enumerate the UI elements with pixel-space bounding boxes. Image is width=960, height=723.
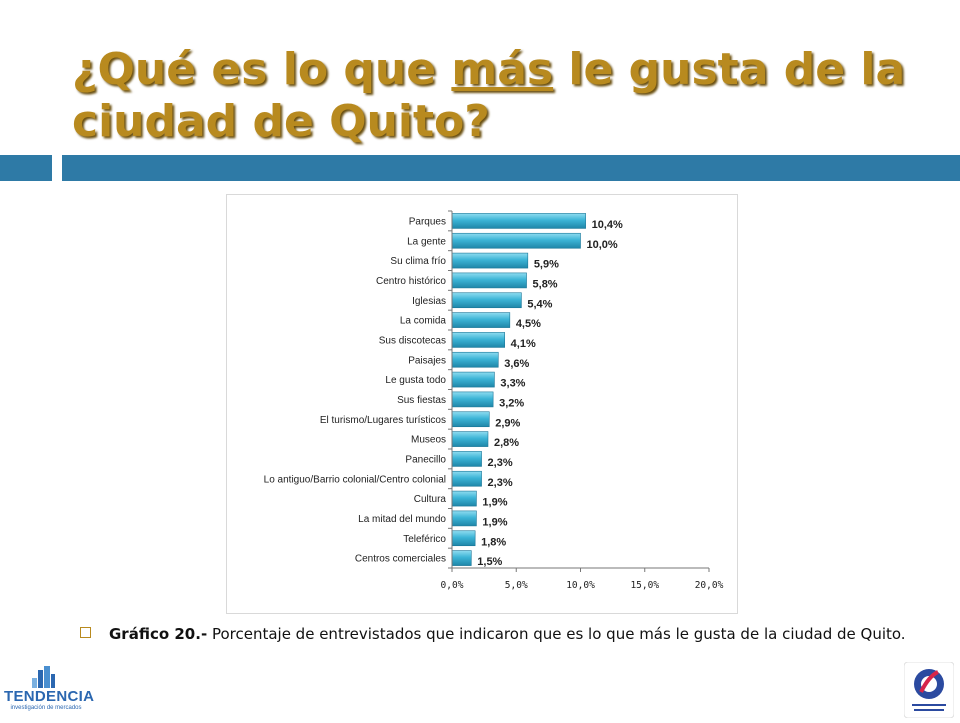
data-label: 2,9% [495, 417, 520, 429]
bar [451, 550, 472, 566]
bar-chart-svg: Parques 10,4% La gente 10,0% Su clima frío 5,… [264, 210, 724, 591]
bar [451, 391, 494, 408]
category-label: Panecillo [405, 454, 446, 465]
category-label: La gente [407, 236, 446, 247]
data-label: 10,0% [587, 239, 618, 251]
bar [451, 351, 499, 368]
data-label: 5,9% [534, 259, 559, 271]
data-label: 3,2% [499, 397, 524, 409]
category-label: Museos [411, 435, 446, 446]
category-label: Parques [409, 216, 446, 227]
bar [451, 213, 586, 229]
x-tick-label: 15,0% [630, 580, 659, 591]
tendencia-logo: TENDENCIA investigación de mercados [4, 664, 95, 718]
decorative-band-right [62, 155, 960, 181]
category-label: Iglesias [412, 296, 446, 307]
bar [451, 510, 477, 527]
x-tick-label: 10,0% [566, 580, 595, 591]
data-label: 1,9% [482, 516, 507, 528]
bar [451, 411, 490, 428]
data-label: 10,4% [592, 219, 623, 231]
slide-title: ¿Qué es lo que más le gusta de la ciudad… [72, 44, 932, 148]
data-label: 2,3% [488, 457, 513, 469]
bar [451, 371, 495, 388]
bar [451, 332, 505, 348]
title-part-2: le gusta de la ciudad de Quito? [72, 44, 906, 147]
bar [451, 490, 477, 507]
category-label: Le gusta todo [385, 375, 446, 386]
x-tick-label: 0,0% [441, 580, 464, 591]
category-label: Centros comerciales [355, 554, 446, 565]
bar [451, 451, 482, 467]
data-label: 5,8% [533, 278, 558, 290]
logo-left-text: TENDENCIA [4, 688, 95, 705]
bar-chart: Parques 10,4% La gente 10,0% Su clima frío 5,… [226, 194, 738, 614]
buildings-icon [32, 666, 55, 688]
bar [451, 530, 476, 547]
logo-left-subtext: investigación de mercados [10, 705, 82, 711]
data-label: 3,6% [504, 358, 529, 370]
category-label: Cultura [414, 494, 447, 505]
bar [451, 232, 581, 249]
category-label: Paisajes [408, 355, 446, 366]
quito-turismo-logo [903, 661, 955, 719]
data-label: 1,9% [482, 497, 507, 509]
category-label: Su clima frío [390, 256, 446, 267]
bar [451, 431, 489, 447]
data-label: 3,3% [500, 378, 525, 390]
category-label: Lo antiguo/Barrio colonial/Centro coloni… [264, 474, 446, 485]
category-label: Sus discotecas [379, 335, 446, 346]
bar [451, 272, 527, 289]
figure-caption: Gráfico 20.- Porcentaje de entrevistados… [80, 622, 916, 646]
x-tick-label: 5,0% [505, 580, 528, 591]
category-label: Teleférico [403, 534, 446, 545]
data-label: 4,1% [511, 338, 536, 350]
data-label: 2,3% [488, 477, 513, 489]
category-label: La mitad del mundo [358, 514, 446, 525]
category-label: El turismo/Lugares turísticos [320, 415, 446, 426]
data-label: 1,8% [481, 536, 506, 548]
caption-label: Gráfico 20.- [109, 625, 208, 643]
caption-text: Porcentaje de entrevistados que indicaro… [207, 625, 906, 643]
category-label: Sus fiestas [397, 395, 446, 406]
bar [451, 470, 482, 487]
data-label: 5,4% [527, 298, 552, 310]
caption-bullet-icon [80, 627, 91, 638]
data-label: 2,8% [494, 437, 519, 449]
bar [451, 252, 529, 269]
category-label: La comida [400, 316, 447, 327]
title-underlined-word: más [451, 44, 554, 95]
data-label: 1,5% [477, 556, 502, 568]
category-label: Centro histórico [376, 276, 446, 287]
quito-turismo-icon [903, 661, 955, 719]
data-label: 4,5% [516, 318, 541, 330]
bar [451, 312, 511, 328]
bar [451, 292, 522, 309]
title-part-1: ¿Qué es lo que [72, 44, 452, 95]
decorative-band-left [0, 155, 52, 181]
x-tick-label: 20,0% [695, 580, 724, 591]
